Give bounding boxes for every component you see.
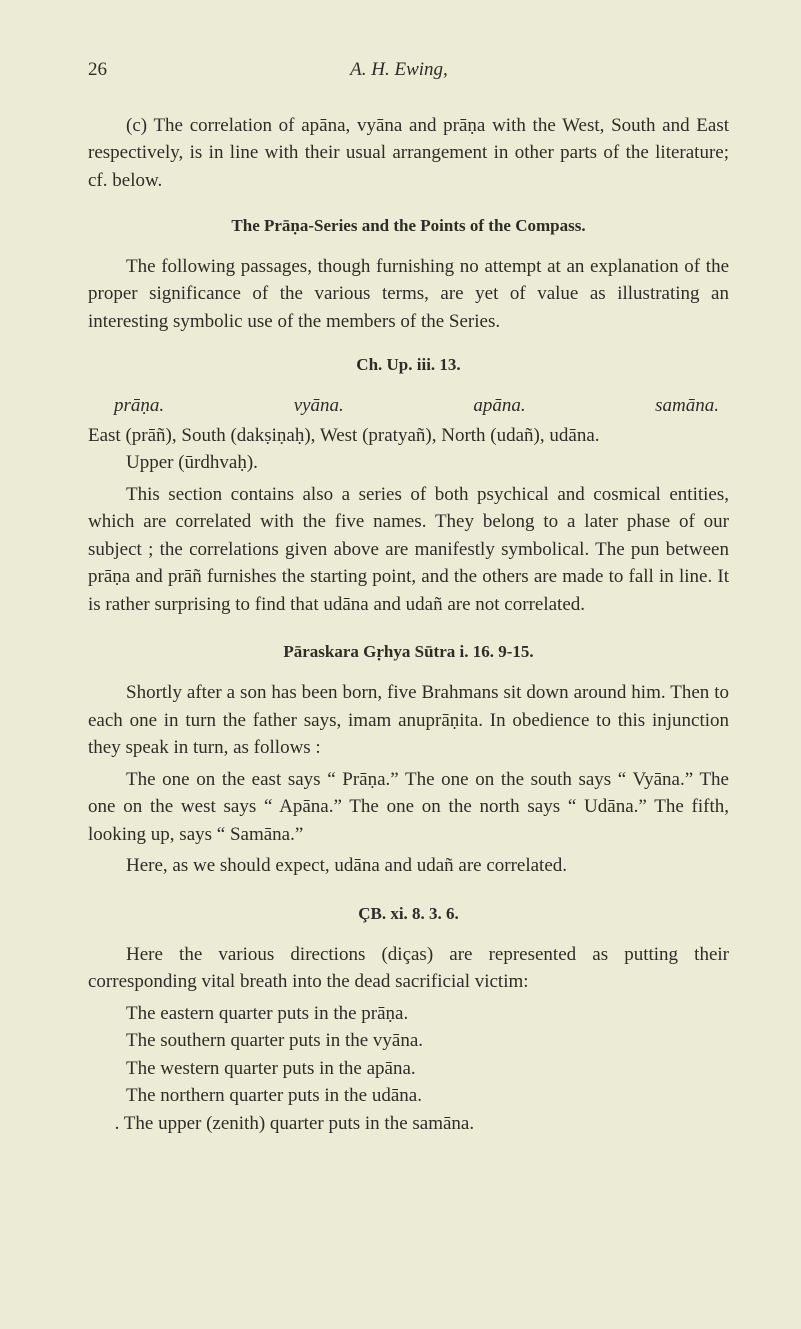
para-sutra-2: The one on the east says “ Prāṇa.” The o… [88,766,729,849]
para-sutra-1: Shortly after a son has been born, five … [88,679,729,762]
para-compass: The following passages, though furnishin… [88,253,729,336]
para-sutra-3: Here, as we should expect, udāna and uda… [88,852,729,880]
para-cb-intro: Here the various directions (diças) are … [88,941,729,996]
cb-line-4: The northern quarter puts in the udāna. [88,1082,729,1110]
para-section: This section contains also a series of b… [88,481,729,619]
name-vyana: vyāna. [294,392,344,420]
para-c: (c) The correlation of apāna, vyāna and … [88,112,729,195]
cb-line-5: . The upper (zenith) quarter puts in the… [88,1110,729,1138]
section-title-compass: The Prāṇa-Series and the Points of the C… [88,214,729,239]
names-row: prāṇa. vyāna. apāna. samāna. [88,392,729,420]
page-header: 26 A. H. Ewing, [88,56,729,84]
name-prana: prāṇa. [114,392,164,420]
cb-line-1: The eastern quarter puts in the prāṇa. [88,1000,729,1028]
cb-line-3: The western quarter puts in the apāna. [88,1055,729,1083]
ch-up-title: Ch. Up. iii. 13. [88,353,729,378]
page-number: 26 [88,56,107,84]
upper-line: Upper (ūrdhvaḥ). [88,449,729,477]
cb-line-5-text: The upper (zenith) quarter puts in the s… [124,1113,474,1134]
cb-line-2: The southern quarter puts in the vyāna. [88,1027,729,1055]
sutra-title: Pāraskara Gṛhya Sūtra i. 16. 9-15. [88,640,729,665]
running-head: A. H. Ewing, [107,56,691,84]
cb-title: ÇB. xi. 8. 3. 6. [88,902,729,927]
name-samana: samāna. [655,392,719,420]
name-apana: apāna. [473,392,525,420]
page-container: 26 A. H. Ewing, (c) The correlation of a… [0,0,801,1217]
directions-line: East (prāñ), South (dakṣiṇaḥ), West (pra… [88,422,729,450]
